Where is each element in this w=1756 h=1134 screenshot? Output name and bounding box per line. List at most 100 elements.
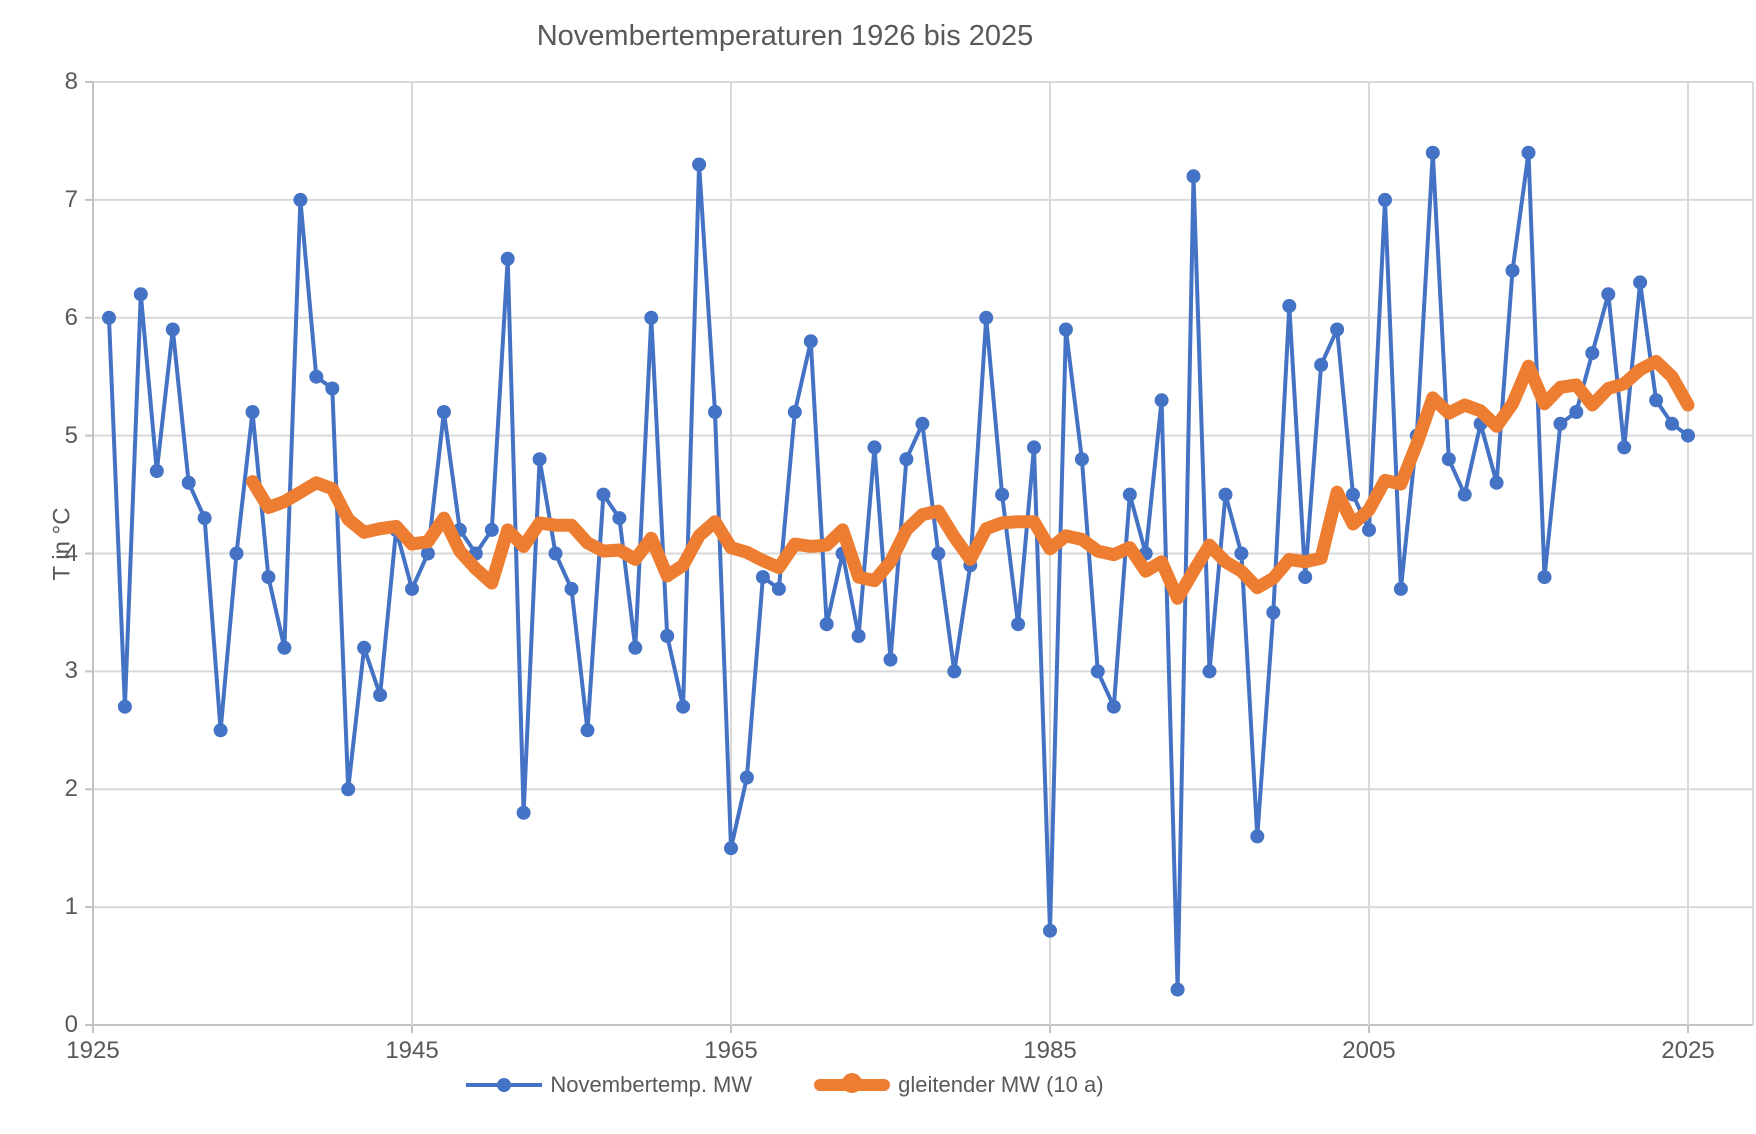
series-novembertemp-marker	[1617, 440, 1632, 455]
series-novembertemp-marker	[564, 581, 579, 596]
series-novembertemp-marker	[1090, 664, 1105, 679]
y-tick-label: 4	[64, 539, 78, 567]
y-tick-label: 8	[64, 68, 78, 95]
legend: Novembertemp. MW gleitender MW (10 a)	[0, 1072, 1570, 1098]
series-novembertemp-marker	[1154, 393, 1169, 408]
series-novembertemp-marker	[739, 770, 754, 785]
x-tick-label: 1965	[704, 1037, 758, 1064]
series-novembertemp-marker	[708, 405, 722, 419]
series-novembertemp-marker	[612, 511, 627, 526]
series-novembertemp-marker	[1298, 570, 1313, 585]
series-novembertemp-marker	[771, 581, 786, 596]
series-novembertemp-marker	[373, 688, 388, 702]
x-tick-label: 1945	[385, 1037, 439, 1064]
series-novembertemp-marker	[341, 782, 356, 797]
y-tick-label: 3	[64, 657, 78, 685]
series-novembertemp-marker	[405, 581, 419, 596]
series-novembertemp-marker	[1681, 428, 1695, 443]
series-novembertemp-marker	[1330, 322, 1345, 337]
series-novembertemp-marker	[309, 369, 324, 384]
series-novembertemp-marker	[931, 546, 946, 561]
series-novembertemp-marker	[1585, 346, 1600, 361]
series-novembertemp-marker	[1665, 416, 1679, 431]
y-tick-label: 6	[64, 303, 78, 331]
series-novembertemp-marker	[1553, 416, 1568, 431]
series-novembertemp-marker	[1043, 923, 1057, 938]
series-novembertemp-marker	[580, 723, 595, 738]
series-novembertemp-marker	[1346, 487, 1360, 502]
series-novembertemp-marker	[628, 640, 643, 655]
y-tick-label: 1	[64, 893, 78, 921]
legend-thick-line-icon	[814, 1073, 891, 1096]
x-tick-label: 2005	[1342, 1037, 1396, 1064]
series-novembertemp-marker	[1266, 605, 1281, 620]
x-tick-label: 1925	[66, 1037, 120, 1064]
series-novembertemp-marker	[1425, 145, 1440, 160]
legend-item-gleitender-mw: gleitender MW (10 a)	[814, 1072, 1104, 1098]
series-moving-average-line	[246, 354, 1695, 605]
series-novembertemp-marker	[1106, 699, 1121, 714]
series-novembertemp-marker	[197, 511, 212, 526]
legend-item-novembertemp: Novembertemp. MW	[466, 1072, 752, 1098]
series-novembertemp-marker	[1505, 263, 1520, 278]
series-novembertemp-marker	[851, 629, 866, 643]
series-novembertemp-marker	[1537, 570, 1552, 585]
series-novembertemp-marker	[1011, 617, 1026, 632]
series-novembertemp-marker	[755, 570, 770, 585]
series-novembertemp-marker	[516, 805, 531, 820]
series-novembertemp-marker	[229, 546, 244, 561]
series-novembertemp-marker	[1250, 829, 1265, 844]
series-novembertemp-marker	[1601, 287, 1616, 302]
series-novembertemp-marker	[1170, 982, 1185, 997]
series-novembertemp-marker	[819, 617, 834, 632]
x-tick-label: 2025	[1661, 1037, 1715, 1064]
series-novembertemp-marker	[867, 440, 882, 455]
series-novembertemp-marker	[1362, 522, 1376, 537]
series-novembertemp-marker	[532, 452, 547, 467]
y-tick-label: 2	[64, 775, 78, 803]
series-novembertemp-marker	[261, 570, 276, 585]
series-novembertemp-marker	[787, 405, 802, 419]
legend-line-marker-icon	[466, 1074, 543, 1096]
series-novembertemp-marker	[1122, 487, 1137, 502]
series-novembertemp-marker	[676, 699, 691, 714]
y-tick-label: 5	[64, 421, 78, 449]
series-novembertemp-marker	[660, 629, 675, 643]
series-novembertemp-marker	[1234, 546, 1249, 561]
legend-label: Novembertemp. MW	[550, 1072, 753, 1097]
series-novembertemp-marker	[644, 310, 659, 325]
series-novembertemp-marker	[548, 546, 563, 561]
series-novembertemp-marker	[1202, 664, 1217, 679]
y-tick-label: 0	[64, 1011, 78, 1038]
chart-title: Novembertemperaturen 1926 bis 2025	[536, 20, 1034, 52]
series-novembertemp-marker	[1186, 169, 1201, 184]
series-novembertemp-marker	[692, 157, 707, 172]
series-novembertemp-marker	[1074, 452, 1089, 467]
series-novembertemp-marker	[1393, 581, 1408, 596]
series-novembertemp-marker	[915, 416, 930, 431]
series-novembertemp-marker	[181, 475, 196, 490]
series-novembertemp-marker	[357, 640, 372, 655]
series-novembertemp-marker	[500, 251, 515, 266]
series-novembertemp-marker	[277, 640, 292, 655]
series-novembertemp-marker	[1378, 192, 1392, 207]
series-novembertemp-marker	[245, 405, 260, 419]
series-novembertemp-marker	[117, 699, 132, 714]
series-novembertemp-marker	[1521, 145, 1536, 160]
series-novembertemp-marker	[1633, 275, 1648, 290]
series-novembertemp-marker	[436, 405, 451, 419]
series-novembertemp-marker	[1489, 475, 1504, 490]
series-novembertemp-marker	[1457, 487, 1472, 502]
series-novembertemp-marker	[724, 841, 738, 856]
series-novembertemp-marker	[803, 334, 818, 349]
series-novembertemp-marker	[165, 322, 180, 337]
x-tick-label: 1985	[1023, 1037, 1077, 1064]
legend-label: gleitender MW (10 a)	[898, 1072, 1104, 1097]
series-novembertemp-line	[107, 150, 1690, 992]
y-tick-label: 7	[64, 185, 78, 213]
series-novembertemp-marker	[883, 652, 898, 667]
series-novembertemp-marker	[213, 723, 228, 738]
series-novembertemp-marker	[1218, 487, 1233, 502]
series-novembertemp-marker	[899, 452, 914, 467]
